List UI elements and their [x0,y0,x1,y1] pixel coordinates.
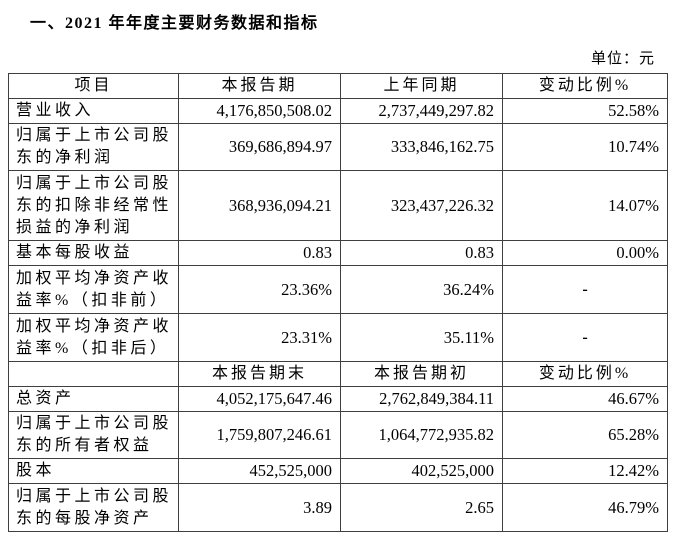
col-header-change-ratio: 变动比例% [502,361,668,387]
row-label: 归属于上市公司股东的净利润 [8,123,179,171]
value-change: 52.58% [502,98,668,124]
row-label: 归属于上市公司股东的每股净资产 [8,483,179,532]
table-row-basic-eps: 基本每股收益 0.83 0.83 0.00% [8,240,668,266]
value-current: 23.36% [178,265,341,314]
value-prior: 2,762,849,384.11 [340,386,503,412]
table-row-net-assets-per-share: 归属于上市公司股东的每股净资产 3.89 2.65 46.79% [8,483,668,532]
row-label: 加权平均净资产收益率%（扣非前） [8,265,179,314]
table-row-share-capital: 股本 452,525,000 402,525,000 12.42% [8,458,668,484]
value-current: 0.83 [178,240,341,266]
financial-indicators-table: 项目 本报告期 上年同期 变动比例% 营业收入 4,176,850,508.02… [8,73,668,532]
col-header-prior-period: 上年同期 [340,73,503,99]
value-change: 12.42% [502,458,668,484]
value-current: 452,525,000 [178,458,341,484]
value-change: 10.74% [502,123,668,171]
value-current: 1,759,807,246.61 [178,411,341,459]
col-header-period-end: 本报告期末 [178,361,341,387]
table-row-total-assets: 总资产 4,052,175,647.46 2,762,849,384.11 46… [8,386,668,412]
value-prior: 2,737,449,297.82 [340,98,503,124]
table-row-net-profit: 归属于上市公司股东的净利润 369,686,894.97 333,846,162… [8,123,668,171]
table-header-balance: 本报告期末 本报告期初 变动比例% [8,361,668,387]
row-label: 股本 [8,458,179,484]
col-header-current-period: 本报告期 [178,73,341,99]
col-header-empty [8,361,179,387]
value-current: 4,052,175,647.46 [178,386,341,412]
table-row-net-profit-excl-nonrecurring: 归属于上市公司股东的扣除非经常性损益的净利润 368,936,094.21 32… [8,170,668,241]
row-label: 营业收入 [8,98,179,124]
row-label: 加权平均净资产收益率%（扣非后） [8,313,179,362]
row-label: 基本每股收益 [8,240,179,266]
value-current: 368,936,094.21 [178,170,341,241]
value-current: 23.31% [178,313,341,362]
value-change: 46.79% [502,483,668,532]
value-change: 14.07% [502,170,668,241]
value-prior: 36.24% [340,265,503,314]
row-label: 总资产 [8,386,179,412]
value-current: 4,176,850,508.02 [178,98,341,124]
value-prior: 402,525,000 [340,458,503,484]
value-change: 65.28% [502,411,668,459]
value-change: - [502,313,668,362]
table-header-period: 项目 本报告期 上年同期 变动比例% [8,73,668,99]
table-row-weighted-roe-after: 加权平均净资产收益率%（扣非后） 23.31% 35.11% - [8,313,668,362]
value-change: - [502,265,668,314]
value-change: 0.00% [502,240,668,266]
row-label: 归属于上市公司股东的所有者权益 [8,411,179,459]
value-prior: 323,437,226.32 [340,170,503,241]
table-row-operating-revenue: 营业收入 4,176,850,508.02 2,737,449,297.82 5… [8,98,668,124]
col-header-period-begin: 本报告期初 [340,361,503,387]
value-current: 369,686,894.97 [178,123,341,171]
value-prior: 0.83 [340,240,503,266]
col-header-item: 项目 [8,73,179,99]
value-change: 46.67% [502,386,668,412]
col-header-change-ratio: 变动比例% [502,73,668,99]
row-label: 归属于上市公司股东的扣除非经常性损益的净利润 [8,170,179,241]
value-prior: 1,064,772,935.82 [340,411,503,459]
value-prior: 2.65 [340,483,503,532]
table-row-owners-equity: 归属于上市公司股东的所有者权益 1,759,807,246.61 1,064,7… [8,411,668,459]
value-prior: 35.11% [340,313,503,362]
value-current: 3.89 [178,483,341,532]
section-title: 一、2021 年年度主要财务数据和指标 [30,15,319,32]
unit-label: 单位：元 [590,51,655,67]
value-prior: 333,846,162.75 [340,123,503,171]
table-row-weighted-roe-before: 加权平均净资产收益率%（扣非前） 23.36% 36.24% - [8,265,668,314]
